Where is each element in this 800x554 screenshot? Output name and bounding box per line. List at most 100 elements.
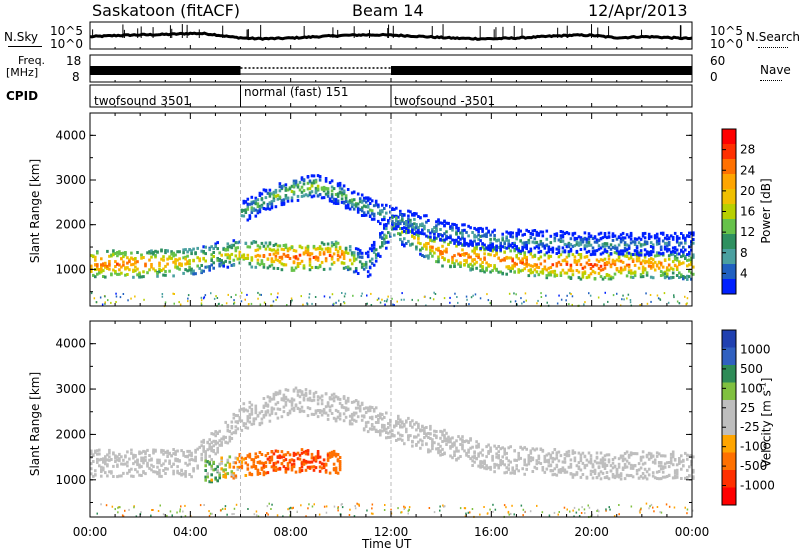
echo-cell xyxy=(202,440,205,444)
echo-cell xyxy=(330,255,334,259)
echo-cell xyxy=(619,240,623,244)
echo-cell xyxy=(130,256,133,260)
echo-cell xyxy=(467,440,470,444)
echo-cell xyxy=(659,263,663,267)
echo-cell xyxy=(503,246,506,249)
echo-cell xyxy=(244,200,248,204)
echo-cell xyxy=(316,395,320,399)
echo-cell xyxy=(435,260,438,264)
echo-cell xyxy=(218,471,221,475)
echo-cell xyxy=(561,246,565,250)
echo-cell xyxy=(381,218,384,222)
echo-cell xyxy=(174,458,177,462)
echo-cell xyxy=(553,457,557,461)
echo-cell xyxy=(529,268,533,272)
echo-cell xyxy=(625,473,629,477)
echo-cell xyxy=(166,449,169,453)
echo-cell xyxy=(667,474,671,477)
echo-cell xyxy=(587,243,591,247)
echo-cell xyxy=(156,465,159,469)
echo-cell xyxy=(150,457,153,461)
echo-cell xyxy=(423,244,426,248)
power-colorbar-tick-label: 4 xyxy=(740,266,748,280)
echo-cell xyxy=(643,255,647,259)
y-tick-label: 4000 xyxy=(55,128,86,142)
echo-cell xyxy=(403,229,406,233)
noise-cell xyxy=(253,513,256,516)
power-colorbar-swatch xyxy=(722,129,736,145)
echo-cell xyxy=(583,466,587,470)
echo-cell xyxy=(627,271,631,274)
echo-cell xyxy=(300,246,304,250)
echo-cell xyxy=(300,190,304,194)
echo-cell xyxy=(370,243,374,247)
echo-cell xyxy=(118,272,121,276)
echo-cell xyxy=(465,241,468,245)
echo-cell xyxy=(204,245,207,249)
echo-cell xyxy=(678,243,681,247)
echo-cell xyxy=(310,195,314,199)
echo-cell xyxy=(368,202,372,205)
echo-cell xyxy=(278,467,282,471)
echo-cell xyxy=(186,463,189,467)
echo-cell xyxy=(268,455,272,459)
echo-cell xyxy=(377,253,380,257)
echo-cell xyxy=(531,240,535,244)
noise-cell xyxy=(110,301,112,304)
echo-cell xyxy=(340,191,344,195)
echo-cell xyxy=(537,454,541,458)
echo-cell xyxy=(667,237,671,240)
echo-cell xyxy=(649,264,653,268)
echo-cell xyxy=(210,259,213,262)
echo-cell xyxy=(352,400,356,404)
noise-cell xyxy=(323,505,326,508)
echo-cell xyxy=(372,263,376,267)
echo-cell xyxy=(481,234,484,238)
echo-cell xyxy=(537,232,541,236)
noise-cell xyxy=(503,504,506,507)
echo-cell xyxy=(242,457,246,461)
echo-cell xyxy=(667,243,671,247)
echo-cell xyxy=(274,469,278,472)
echo-cell xyxy=(330,189,334,193)
echo-cell xyxy=(364,196,368,200)
echo-cell xyxy=(525,243,528,247)
noise-cell xyxy=(164,301,167,304)
echo-cell xyxy=(330,450,334,454)
echo-cell xyxy=(344,196,348,200)
noise-cell xyxy=(686,512,688,515)
echo-cell xyxy=(332,252,336,256)
echo-cell xyxy=(164,264,167,268)
noise-cell xyxy=(372,512,374,515)
echo-cell xyxy=(220,263,223,267)
echo-cell xyxy=(675,265,679,269)
echo-cell xyxy=(609,277,613,281)
echo-cell xyxy=(629,466,633,470)
echo-cell xyxy=(362,407,366,411)
echo-cell xyxy=(443,224,446,228)
noise-cell xyxy=(568,303,570,306)
echo-cell xyxy=(352,270,356,274)
echo-cell xyxy=(368,247,372,251)
echo-cell xyxy=(537,457,541,461)
echo-cell xyxy=(368,215,372,218)
echo-cell xyxy=(545,243,549,247)
echo-cell xyxy=(379,416,382,420)
echo-cell xyxy=(224,463,227,467)
echo-cell xyxy=(571,273,575,277)
velocity-colorbar-frame xyxy=(721,329,737,506)
echo-cell xyxy=(611,276,615,280)
echo-cell xyxy=(226,472,230,476)
echo-cell xyxy=(475,235,478,239)
echo-cell xyxy=(148,250,151,254)
echo-cell xyxy=(671,249,675,253)
echo-cell xyxy=(673,471,677,475)
echo-cell xyxy=(617,250,621,254)
echo-cell xyxy=(569,243,573,247)
echo-cell xyxy=(232,474,236,478)
echo-cell xyxy=(553,448,557,451)
echo-cell xyxy=(649,275,653,279)
noise-cell xyxy=(333,505,336,508)
echo-cell xyxy=(563,453,567,457)
echo-cell xyxy=(403,213,406,217)
